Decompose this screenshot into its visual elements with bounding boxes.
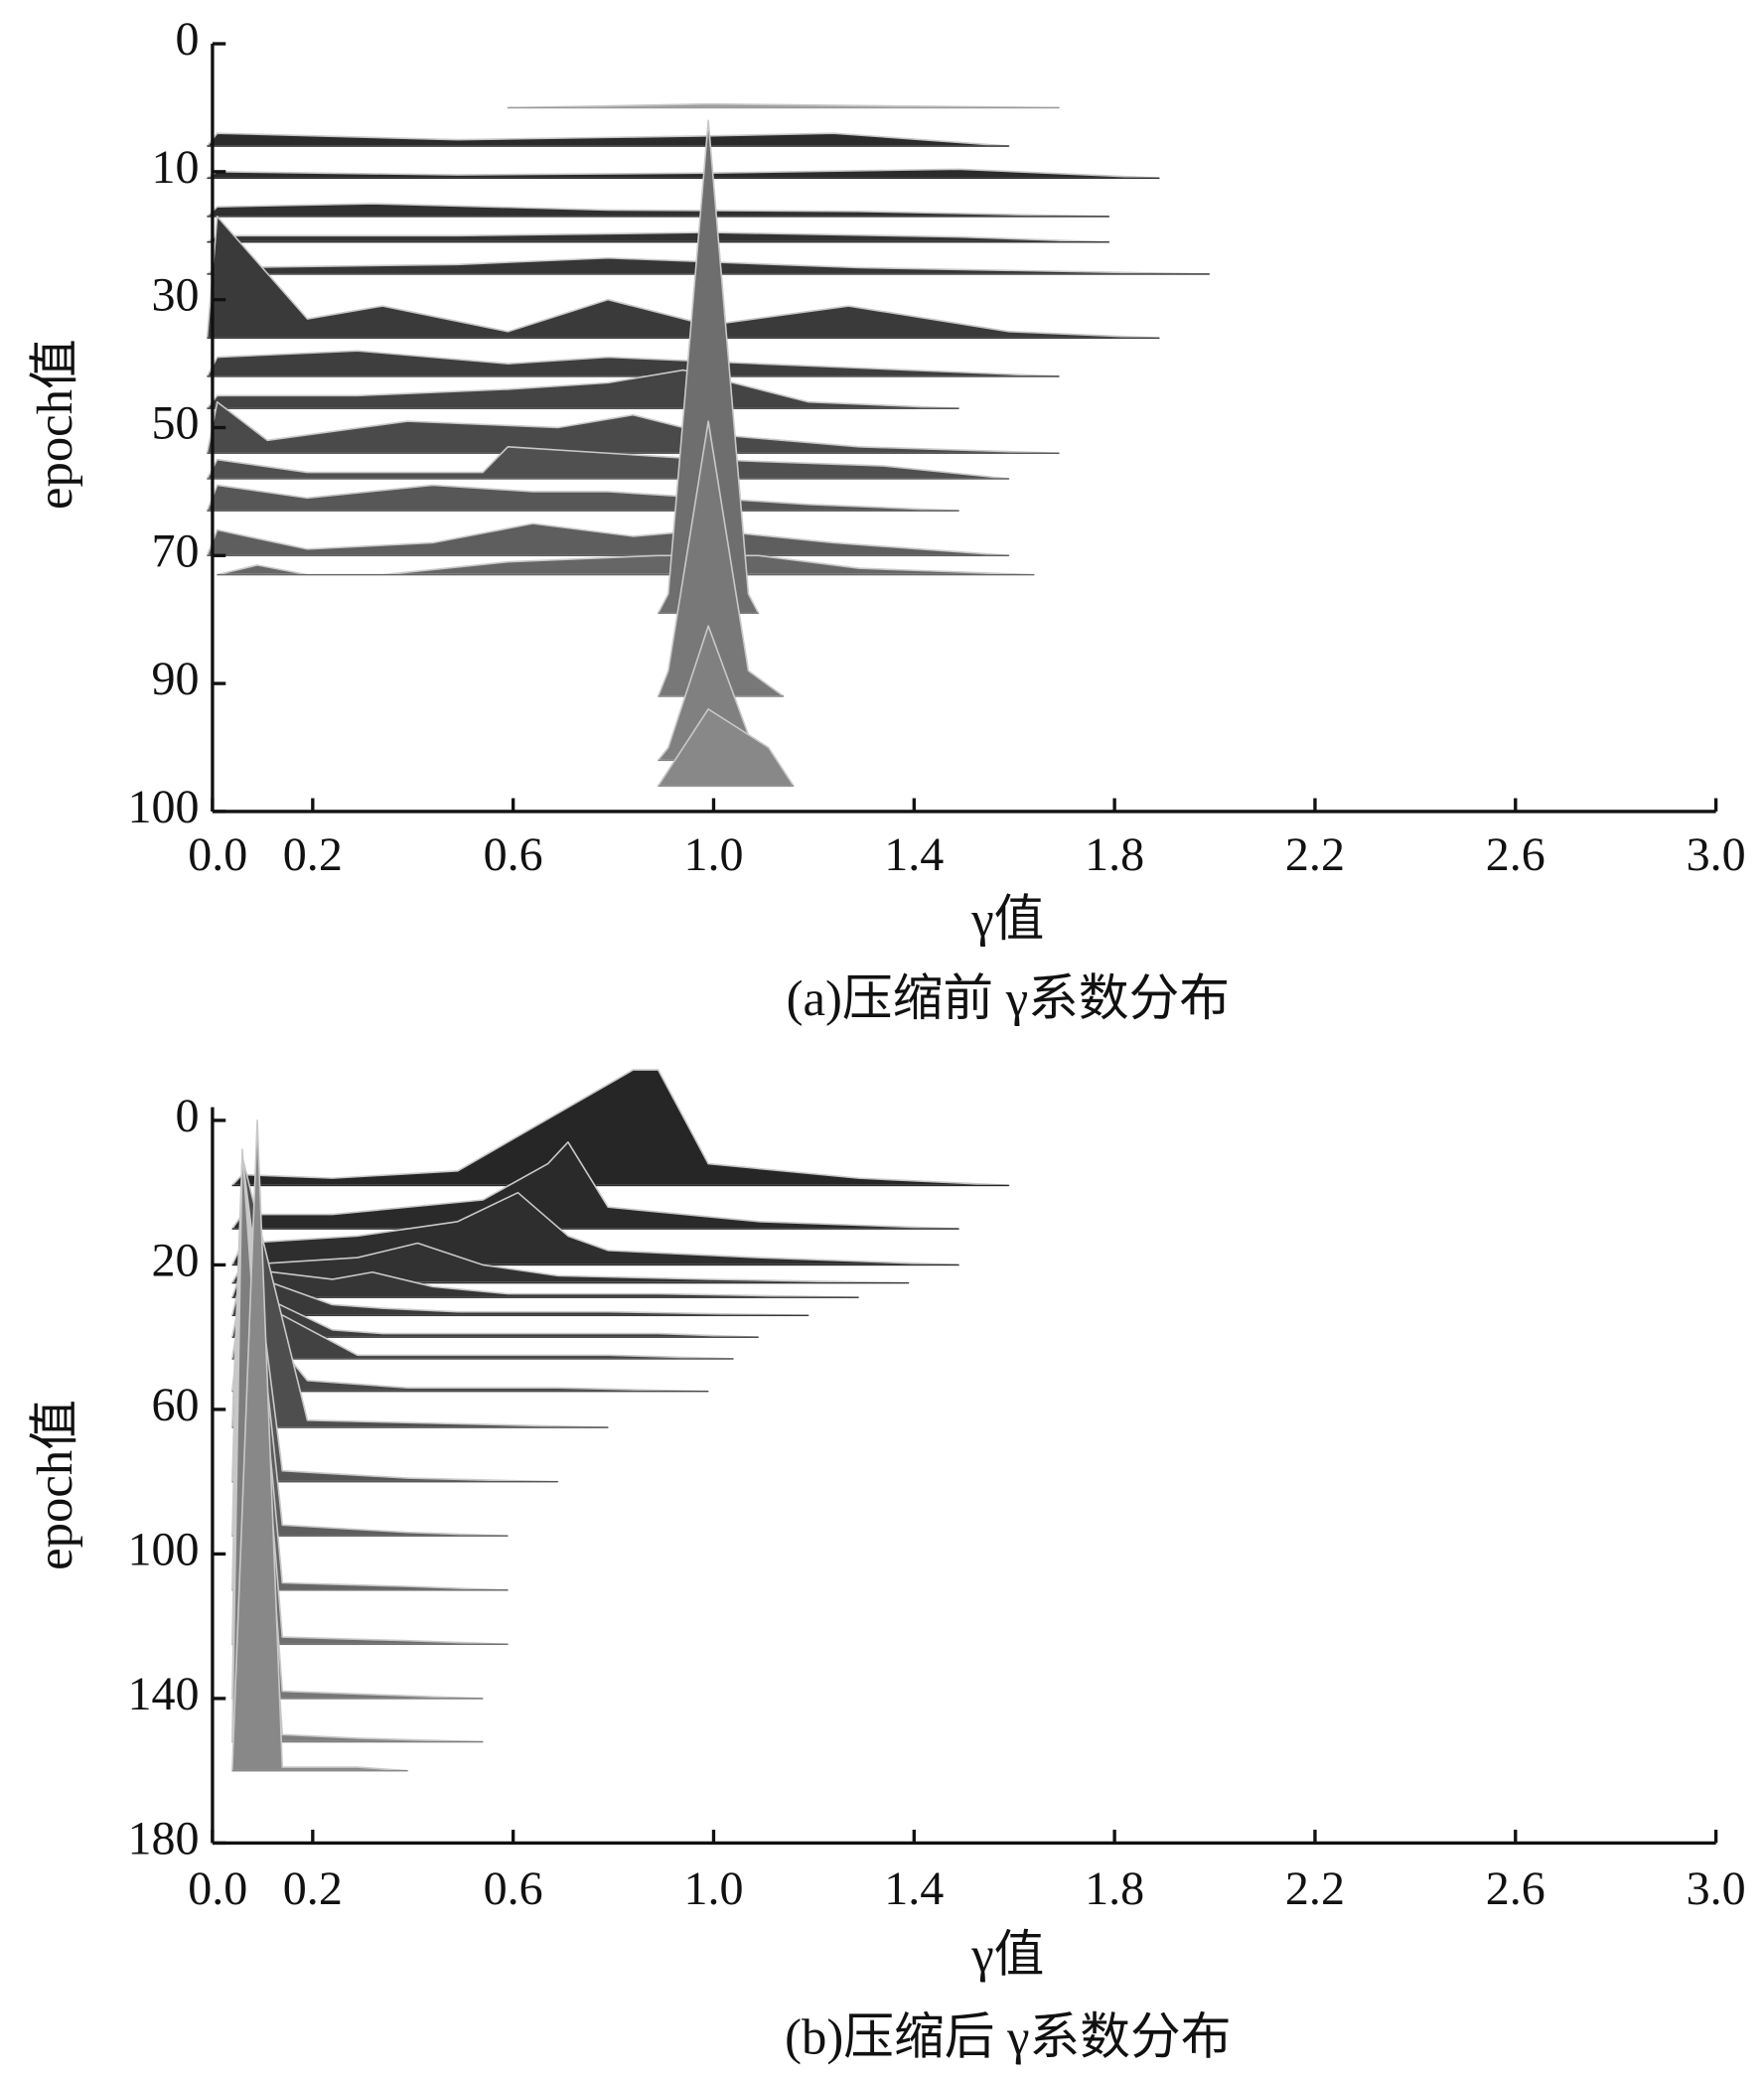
y-tick-label: 0 — [176, 13, 200, 66]
y-tick-label: 140 — [127, 1668, 199, 1720]
x-tick-label: 0.2 — [283, 828, 343, 881]
y-tick-label: 90 — [152, 653, 200, 705]
y-tick-label: 100 — [127, 781, 199, 833]
x-tick-label: 2.6 — [1486, 1862, 1545, 1915]
caption: (b)压缩后 γ系数分布 — [785, 2008, 1231, 2064]
ridge — [206, 446, 1010, 480]
y-tick-label: 20 — [152, 1234, 200, 1286]
caption: (a)压缩前 γ系数分布 — [787, 970, 1230, 1026]
ridge — [231, 1069, 1010, 1187]
y-tick-label: 60 — [152, 1379, 200, 1431]
ridge — [206, 203, 1110, 218]
x-tick-label: 1.8 — [1085, 1862, 1144, 1915]
ridge — [206, 522, 1010, 557]
x-axis-label: γ值 — [970, 891, 1044, 947]
x-tick-label: 0.6 — [484, 828, 543, 881]
y-tick-label: 180 — [127, 1812, 199, 1864]
y-axis-label: epoch值 — [27, 1400, 82, 1570]
x-axis-label: γ值 — [970, 1927, 1044, 1983]
ridge — [206, 350, 1061, 377]
x-tick-label: 3.0 — [1687, 828, 1746, 881]
ridge — [206, 132, 1010, 147]
y-axis-label: epoch值 — [27, 339, 82, 510]
x-tick-label: 1.8 — [1085, 828, 1144, 881]
ridge — [206, 168, 1161, 180]
y-tick-label: 100 — [127, 1523, 199, 1575]
ridge — [206, 484, 960, 513]
x-tick-label: 3.0 — [1687, 1862, 1746, 1915]
x-tick-label: 2.6 — [1486, 828, 1545, 881]
x-tick-label: 0.2 — [283, 1862, 343, 1915]
ridge — [206, 400, 1061, 455]
x-tick-label: 0.0 — [188, 1862, 247, 1915]
x-tick-label: 2.2 — [1285, 828, 1345, 881]
y-tick-label: 30 — [152, 269, 200, 322]
x-tick-label: 0.0 — [188, 828, 247, 881]
x-tick-label: 2.2 — [1285, 1862, 1345, 1915]
x-tick-label: 1.4 — [884, 1862, 944, 1915]
ridge — [216, 554, 1035, 576]
ridge — [206, 231, 1110, 243]
x-tick-label: 1.4 — [884, 828, 944, 881]
y-tick-label: 70 — [152, 524, 200, 577]
x-tick-label: 0.6 — [484, 1862, 543, 1915]
y-tick-label: 10 — [152, 141, 200, 194]
y-tick-label: 0 — [176, 1090, 200, 1142]
x-tick-label: 1.0 — [683, 1862, 743, 1915]
y-tick-label: 50 — [152, 397, 200, 450]
x-tick-label: 1.0 — [683, 828, 743, 881]
